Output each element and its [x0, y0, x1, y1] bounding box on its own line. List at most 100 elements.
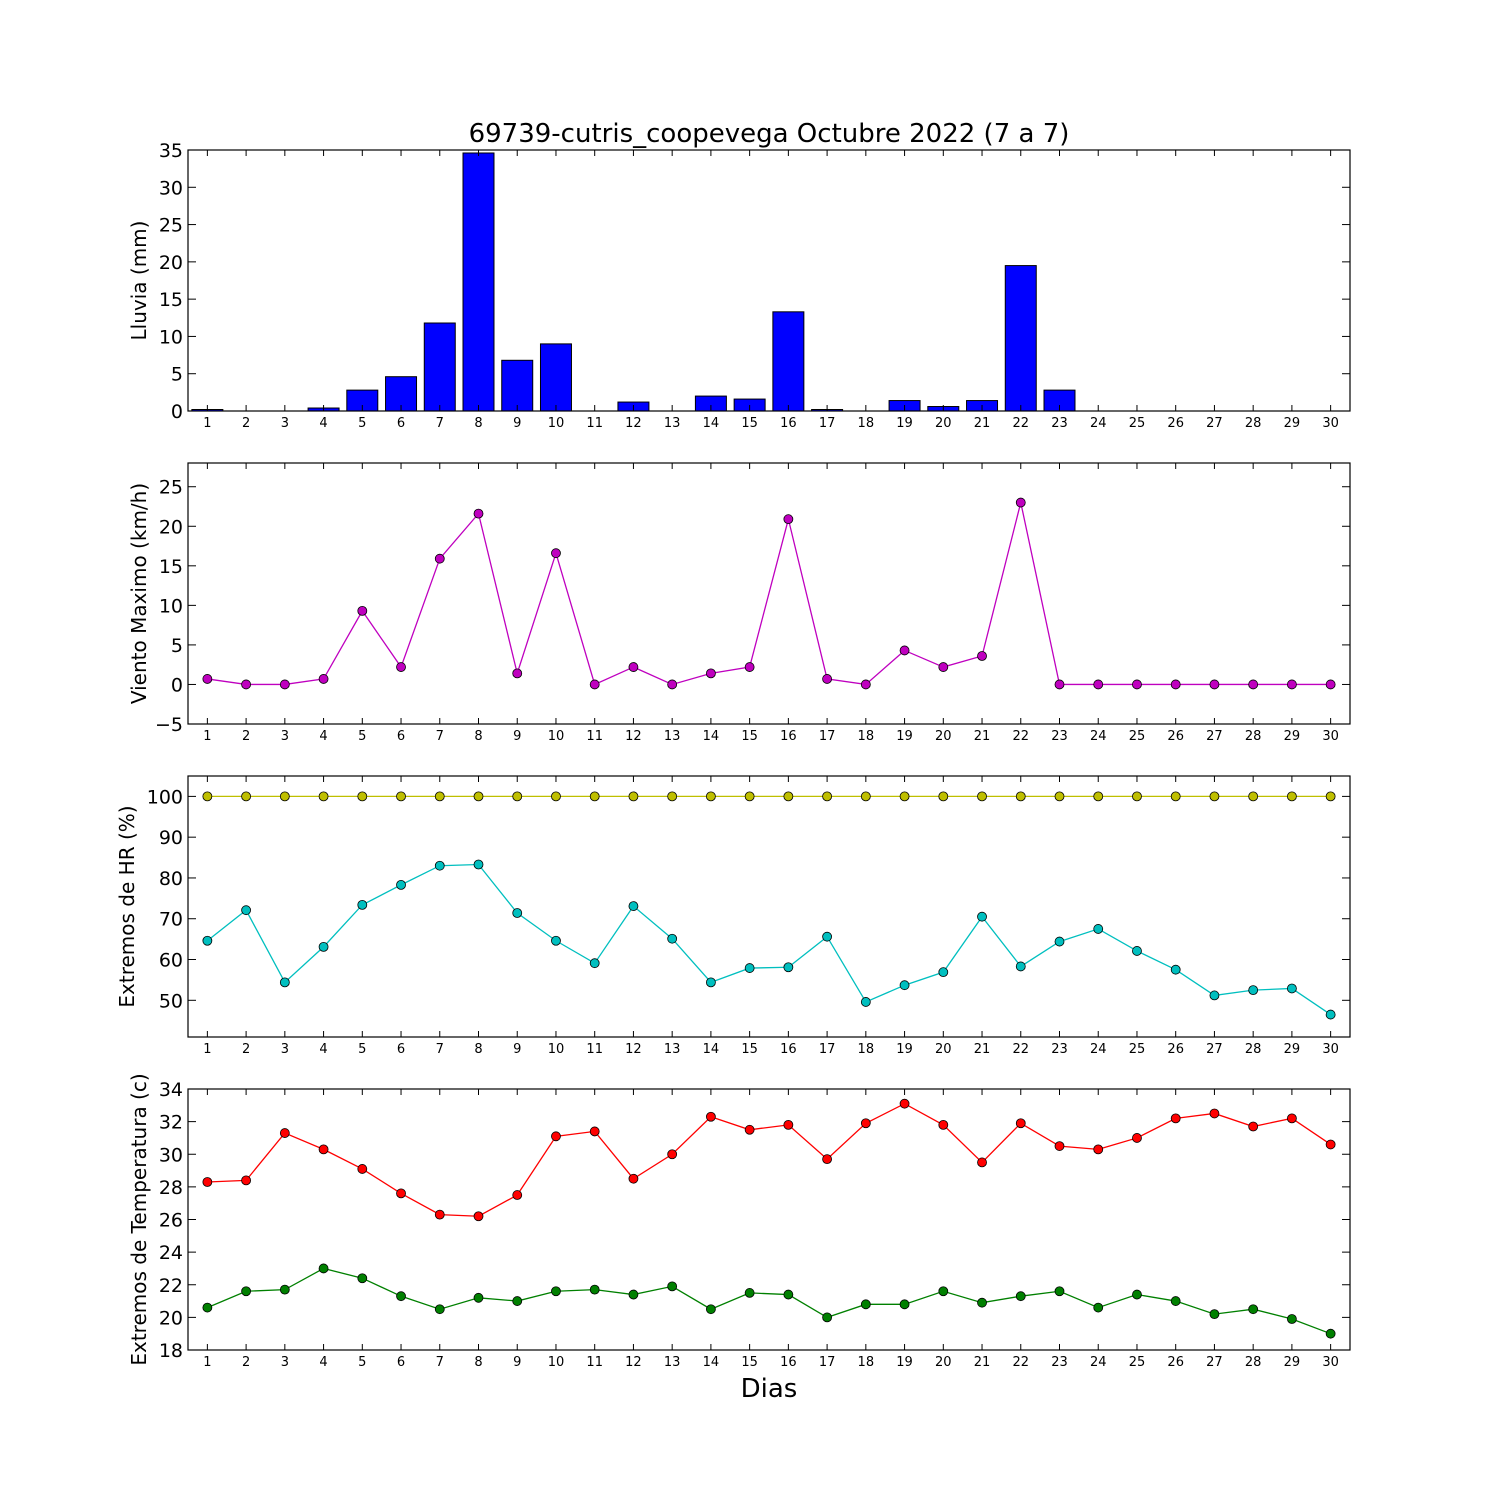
- temperatura-series-1-point: [860, 1118, 871, 1129]
- viento-series-1-point: [396, 662, 406, 672]
- temperatura-series-2-point: [977, 1297, 987, 1308]
- lluvia-xtick-label: 22: [1012, 416, 1029, 431]
- temperatura-xtick-label: 25: [1129, 1355, 1146, 1370]
- viento-xtick-label: 8: [474, 729, 482, 744]
- viento-xtick-label: 9: [513, 729, 521, 744]
- viento-series-1-point: [512, 668, 523, 679]
- viento-series-1-point: [938, 662, 949, 672]
- viento-xtick-label: 12: [625, 729, 642, 744]
- temperatura-series-2-point: [241, 1286, 252, 1297]
- humedad-series-2-point: [822, 931, 832, 942]
- temperatura-series-2-point: [1209, 1309, 1220, 1320]
- viento-ytick-label: 25: [159, 477, 183, 499]
- lluvia-bar: [423, 322, 456, 412]
- temperatura-series-2-point: [938, 1286, 949, 1297]
- humedad-series-1-point: [1325, 791, 1336, 802]
- humedad-xtick-label: 9: [513, 1042, 521, 1057]
- humedad-series-2-point: [1054, 936, 1065, 947]
- lluvia-xtick-label: 3: [281, 416, 289, 431]
- temperatura-xtick-label: 11: [586, 1355, 603, 1370]
- temperatura-series-2-point: [1093, 1302, 1104, 1313]
- humedad-series-1-point: [628, 791, 639, 802]
- humedad-xtick-label: 18: [858, 1042, 875, 1057]
- viento-series-1-point: [1170, 679, 1181, 690]
- humedad-series-1-point: [241, 791, 252, 802]
- viento-xtick-label: 3: [281, 729, 289, 744]
- humedad-series-1-point: [1015, 791, 1026, 802]
- humedad-series-1-point: [357, 791, 368, 802]
- viento-series-1-point: [1015, 497, 1026, 508]
- temperatura-series-2-point: [1248, 1304, 1259, 1315]
- temperatura-series-1-point: [241, 1175, 252, 1186]
- lluvia-ytick-label: 30: [159, 177, 183, 199]
- humedad-series-2-point: [1132, 946, 1142, 956]
- humedad-series-1-point: [938, 791, 949, 802]
- viento-xtick-label: 24: [1090, 729, 1107, 744]
- humedad-series-2-point: [202, 935, 213, 946]
- viento-xtick-label: 28: [1245, 729, 1262, 744]
- humedad-series-2-point: [783, 962, 794, 973]
- lluvia-ytick-label: 15: [159, 289, 183, 311]
- temperatura-xtick-label: 20: [935, 1355, 952, 1370]
- humedad-xtick-label: 12: [625, 1042, 642, 1057]
- viento-series-1-point: [241, 679, 252, 690]
- humedad-series-1-point: [551, 791, 561, 802]
- viento-series-1-point: [667, 679, 678, 690]
- viento-xtick-label: 2: [242, 729, 250, 744]
- viento-xtick-label: 21: [974, 729, 991, 744]
- lluvia-xtick-label: 12: [625, 416, 642, 431]
- x-axis-label: Dias: [741, 1374, 798, 1404]
- temperatura-series-1-point: [1287, 1113, 1297, 1124]
- temperatura-xtick-label: 13: [664, 1355, 681, 1370]
- viento-xtick-label: 11: [586, 729, 603, 744]
- temperatura-xtick-label: 10: [548, 1355, 565, 1370]
- lluvia-xtick-label: 30: [1322, 416, 1339, 431]
- humedad-series-2-point: [744, 963, 755, 973]
- temperatura-series-1-point: [551, 1131, 561, 1142]
- humedad-xtick-label: 13: [664, 1042, 681, 1057]
- temperatura-series-2-point: [396, 1291, 406, 1302]
- viento-series-1-point: [860, 679, 871, 690]
- temperatura-series-2-point: [1132, 1289, 1142, 1300]
- humedad-plot-area: [188, 776, 1350, 1037]
- viento-series-1-point: [1132, 679, 1142, 690]
- humedad-xtick-label: 23: [1051, 1042, 1068, 1057]
- humedad-series-2-point: [1325, 1009, 1336, 1020]
- viento-xtick-label: 14: [703, 729, 720, 744]
- temperatura-series-1-point: [512, 1190, 523, 1200]
- viento-xtick-label: 7: [436, 729, 444, 744]
- humedad-xtick-label: 27: [1206, 1042, 1223, 1057]
- temperatura-series-2-point: [473, 1292, 484, 1303]
- temperatura-series-1-point: [938, 1119, 949, 1130]
- viento-series-1-point: [977, 651, 987, 661]
- humedad-xtick-label: 25: [1129, 1042, 1146, 1057]
- viento-series-1-point: [551, 548, 561, 559]
- viento-xtick-label: 15: [741, 729, 758, 744]
- humedad-series-1-point: [279, 791, 290, 802]
- viento-xtick-label: 17: [819, 729, 836, 744]
- temperatura-series-2-point: [744, 1288, 755, 1298]
- temperatura-series-2-line: [207, 1267, 1331, 1335]
- humedad-xtick-label: 20: [935, 1042, 952, 1057]
- temperatura-series-1-point: [1170, 1113, 1181, 1124]
- humedad-series-1-point: [396, 791, 406, 802]
- lluvia-xtick-label: 7: [436, 416, 444, 431]
- humedad-series-1-point: [434, 791, 445, 802]
- humedad-series-2-point: [396, 879, 406, 890]
- humedad-series-1-point: [473, 791, 484, 802]
- humedad-series-2-point: [589, 958, 600, 969]
- lluvia-xtick-label: 16: [780, 416, 797, 431]
- temperatura-series-2-point: [706, 1304, 716, 1315]
- lluvia-xtick-label: 9: [513, 416, 521, 431]
- viento-xtick-label: 10: [548, 729, 565, 744]
- lluvia-ytick-label: 35: [159, 140, 183, 162]
- lluvia-xtick-label: 17: [819, 416, 836, 431]
- temperatura-xtick-label: 3: [281, 1355, 289, 1370]
- lluvia-ytick-label: 10: [159, 326, 183, 348]
- lluvia-bar: [462, 152, 495, 412]
- temperatura-series-1-point: [1015, 1118, 1026, 1129]
- humedad-xtick-label: 30: [1322, 1042, 1339, 1057]
